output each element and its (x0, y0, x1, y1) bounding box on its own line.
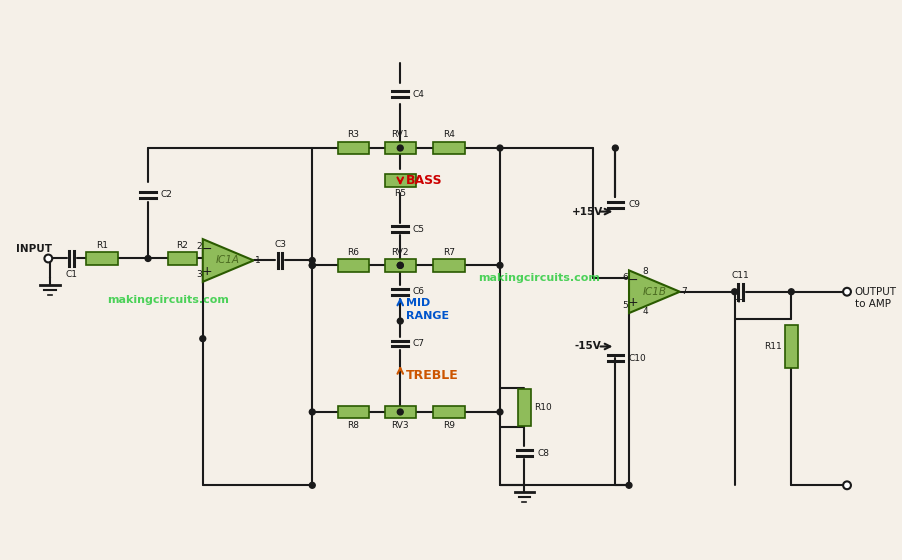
Circle shape (309, 409, 315, 415)
Text: IC1B: IC1B (642, 287, 667, 297)
Text: C3: C3 (274, 240, 286, 249)
Text: to AMP: to AMP (855, 300, 891, 310)
Text: R7: R7 (443, 248, 456, 256)
Text: C9: C9 (628, 200, 640, 209)
Circle shape (626, 482, 632, 488)
Text: makingcircuits.com: makingcircuits.com (478, 273, 600, 283)
Circle shape (200, 336, 206, 342)
Text: R5: R5 (394, 189, 406, 198)
Bar (384, 174, 416, 186)
Text: 6: 6 (622, 273, 628, 282)
Text: -15V: -15V (575, 342, 602, 352)
Bar (384, 259, 416, 272)
Text: BASS: BASS (406, 174, 443, 187)
Text: R3: R3 (347, 130, 359, 139)
Circle shape (397, 409, 403, 415)
Text: C11: C11 (732, 271, 750, 280)
Text: 1: 1 (254, 256, 261, 265)
Text: +: + (628, 296, 639, 310)
Text: C5: C5 (413, 225, 425, 234)
Circle shape (497, 409, 503, 415)
Circle shape (497, 145, 503, 151)
Text: RV3: RV3 (391, 421, 410, 430)
Bar (434, 142, 465, 155)
Bar (434, 405, 465, 418)
Bar (337, 142, 369, 155)
Text: RV2: RV2 (391, 248, 409, 256)
Text: RV1: RV1 (391, 130, 410, 139)
Text: R6: R6 (347, 248, 359, 256)
Circle shape (44, 255, 52, 263)
Text: C8: C8 (537, 449, 549, 458)
Bar (518, 389, 530, 426)
Text: R1: R1 (97, 241, 108, 250)
Circle shape (397, 318, 403, 324)
Circle shape (145, 255, 151, 262)
Circle shape (397, 145, 403, 151)
Text: R11: R11 (764, 342, 781, 351)
Text: −: − (201, 243, 212, 256)
Circle shape (309, 258, 315, 263)
Circle shape (612, 145, 618, 151)
Circle shape (843, 482, 851, 489)
Bar (785, 325, 797, 368)
Bar (87, 252, 118, 265)
Bar (384, 142, 416, 155)
Text: 5: 5 (622, 301, 628, 310)
Text: +: + (201, 265, 212, 278)
Text: TREBLE: TREBLE (406, 369, 459, 382)
Polygon shape (203, 239, 253, 282)
Circle shape (397, 263, 403, 268)
Text: R9: R9 (443, 421, 456, 430)
Circle shape (497, 263, 503, 268)
Text: +: + (733, 295, 741, 305)
Circle shape (397, 263, 403, 268)
Text: C2: C2 (161, 190, 172, 199)
Circle shape (309, 263, 315, 268)
Text: INPUT: INPUT (16, 244, 52, 254)
Bar (384, 405, 416, 418)
Text: R10: R10 (534, 403, 552, 412)
Text: R8: R8 (347, 421, 359, 430)
Text: C1: C1 (66, 270, 78, 279)
Circle shape (788, 289, 795, 295)
Text: R4: R4 (443, 130, 456, 139)
Text: C6: C6 (413, 287, 425, 296)
Text: −: − (628, 274, 639, 287)
Circle shape (732, 289, 738, 295)
Text: C7: C7 (413, 339, 425, 348)
Circle shape (309, 482, 315, 488)
Text: OUTPUT: OUTPUT (855, 287, 897, 297)
Bar (337, 405, 369, 418)
Text: 8: 8 (642, 268, 649, 277)
Polygon shape (629, 270, 680, 313)
Text: C10: C10 (628, 354, 646, 363)
Text: IC1A: IC1A (216, 255, 240, 265)
Circle shape (843, 288, 851, 296)
Text: 4: 4 (642, 307, 649, 316)
Circle shape (309, 263, 315, 268)
Text: makingcircuits.com: makingcircuits.com (106, 295, 228, 305)
Text: C4: C4 (413, 90, 425, 99)
Text: R2: R2 (176, 241, 189, 250)
Bar (337, 259, 369, 272)
Text: 2: 2 (196, 242, 202, 251)
Bar (434, 259, 465, 272)
Text: 3: 3 (196, 270, 202, 279)
Text: +15V: +15V (573, 207, 603, 217)
Text: MID
RANGE: MID RANGE (406, 298, 449, 320)
Text: 7: 7 (681, 287, 686, 296)
Bar (168, 252, 197, 265)
